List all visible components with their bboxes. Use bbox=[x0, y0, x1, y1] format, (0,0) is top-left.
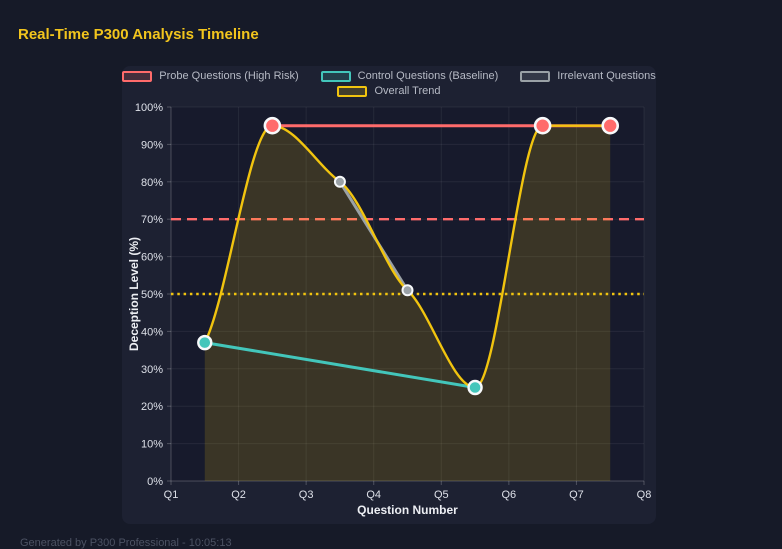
legend-swatch-icon bbox=[122, 70, 153, 82]
x-axis-title: Question Number bbox=[357, 503, 458, 517]
irrelevant-point[interactable] bbox=[333, 175, 346, 188]
chart-legend: Probe Questions (High Risk) Control Quest… bbox=[122, 70, 656, 97]
probe-point[interactable] bbox=[601, 116, 620, 135]
y-tick-label: 30% bbox=[141, 364, 163, 376]
probe-point[interactable] bbox=[263, 116, 282, 135]
irrelevant-point[interactable] bbox=[401, 284, 414, 297]
legend-label: Irrelevant Questions bbox=[557, 70, 656, 82]
legend-swatch-icon bbox=[337, 85, 368, 97]
control-line bbox=[203, 341, 477, 389]
y-tick-label: 10% bbox=[141, 439, 163, 451]
footer-note: Generated by P300 Professional - 10:05:1… bbox=[20, 537, 232, 549]
legend-label: Overall Trend bbox=[374, 85, 441, 97]
legend-item-control[interactable]: Control Questions (Baseline) bbox=[320, 70, 499, 82]
y-tick-label: 50% bbox=[141, 289, 163, 301]
y-tick-label: 0% bbox=[147, 476, 163, 488]
p300-timeline-chart[interactable]: 0% 10% 20% 30% 40% 50% 60% 70% 80% 90% 100% Q1 Q2 Q3 Q… bbox=[122, 66, 656, 524]
legend-row-2: Overall Trend bbox=[337, 85, 441, 97]
legend-swatch-icon bbox=[520, 70, 551, 82]
y-tick-label: 60% bbox=[141, 252, 163, 264]
y-tick-label: 40% bbox=[141, 326, 163, 338]
chart-panel: Probe Questions (High Risk) Control Quest… bbox=[122, 66, 656, 524]
legend-item-irrelevant[interactable]: Irrelevant Questions bbox=[520, 70, 656, 82]
page-title: Real-Time P300 Analysis Timeline bbox=[18, 26, 259, 43]
x-tick-label: Q2 bbox=[231, 489, 246, 501]
x-tick-label: Q8 bbox=[637, 489, 652, 501]
legend-row-1: Probe Questions (High Risk) Control Quest… bbox=[122, 70, 656, 82]
y-tick-label: 20% bbox=[141, 401, 163, 413]
y-tick-label: 90% bbox=[141, 139, 163, 151]
x-tick-label: Q1 bbox=[164, 489, 179, 501]
x-tick-label: Q5 bbox=[434, 489, 449, 501]
trend-area-fill bbox=[204, 125, 611, 481]
legend-label: Control Questions (Baseline) bbox=[357, 70, 499, 82]
legend-swatch-icon bbox=[320, 70, 351, 82]
x-tick-label: Q3 bbox=[299, 489, 314, 501]
legend-item-probe[interactable]: Probe Questions (High Risk) bbox=[122, 70, 299, 82]
x-tick-label: Q7 bbox=[569, 489, 584, 501]
legend-item-trend[interactable]: Overall Trend bbox=[337, 85, 441, 97]
y-tick-label: 70% bbox=[141, 214, 163, 226]
y-tick-label: 80% bbox=[141, 177, 163, 189]
legend-label: Probe Questions (High Risk) bbox=[159, 70, 299, 82]
control-point[interactable] bbox=[197, 334, 213, 351]
x-tick-label: Q4 bbox=[366, 489, 381, 501]
probe-point[interactable] bbox=[533, 116, 552, 135]
y-tick-label: 100% bbox=[135, 102, 163, 114]
x-tick-label: Q6 bbox=[502, 489, 517, 501]
control-point[interactable] bbox=[467, 379, 483, 396]
y-axis-title: Deception Level (%) bbox=[127, 237, 141, 351]
